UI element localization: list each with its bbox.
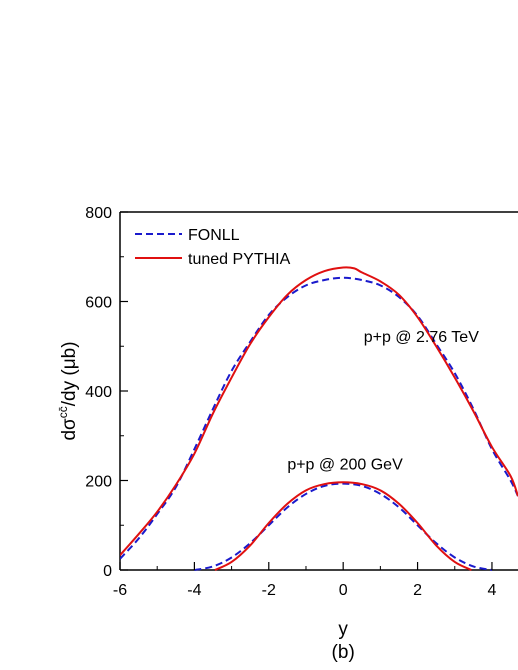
x-tick-label: -6 — [113, 582, 127, 599]
x-tick-label: -2 — [262, 582, 276, 599]
y-tick-label: 0 — [103, 563, 112, 580]
legend-label-1: tuned PYTHIA — [188, 251, 291, 268]
y-tick-label: 800 — [85, 205, 112, 222]
x-tick-label: 2 — [413, 582, 422, 599]
x-axis-title: y — [338, 619, 348, 640]
y-axis-title: dσcc̄/dy (μb) — [56, 341, 80, 440]
labels: p+p @ 2.76 TeV p+p @ 200 GeV y(b) dσcc̄/dy … — [56, 329, 479, 663]
x-tick-label: -4 — [187, 582, 201, 599]
panel-label: (b) — [332, 642, 355, 663]
x-tick-label: 0 — [339, 582, 348, 599]
y-axis-title-main: dσ — [59, 418, 80, 441]
series-line-1 — [120, 266, 518, 556]
y-axis-title-sup: cc̄ — [56, 406, 70, 418]
series-line-3 — [214, 481, 472, 571]
legend-label-0: FONLL — [188, 227, 240, 244]
series-line-0 — [120, 276, 518, 560]
ticks: -6 -4 -2 0 2 4 0 200 400 600 800 — [85, 205, 496, 599]
y-tick-label: 400 — [85, 384, 112, 401]
series-line-2 — [194, 482, 493, 571]
y-tick-label: 600 — [85, 295, 112, 312]
annotation-0: p+p @ 2.76 TeV — [364, 329, 479, 346]
y-axis-title-rest: /dy (μb) — [59, 341, 80, 406]
legend: FONLL tuned PYTHIA — [135, 227, 291, 268]
annotation-1: p+p @ 200 GeV — [287, 456, 403, 473]
curves — [120, 266, 518, 571]
axes — [119, 211, 518, 571]
x-tick-label: 4 — [488, 582, 497, 599]
y-tick-label: 200 — [85, 474, 112, 491]
